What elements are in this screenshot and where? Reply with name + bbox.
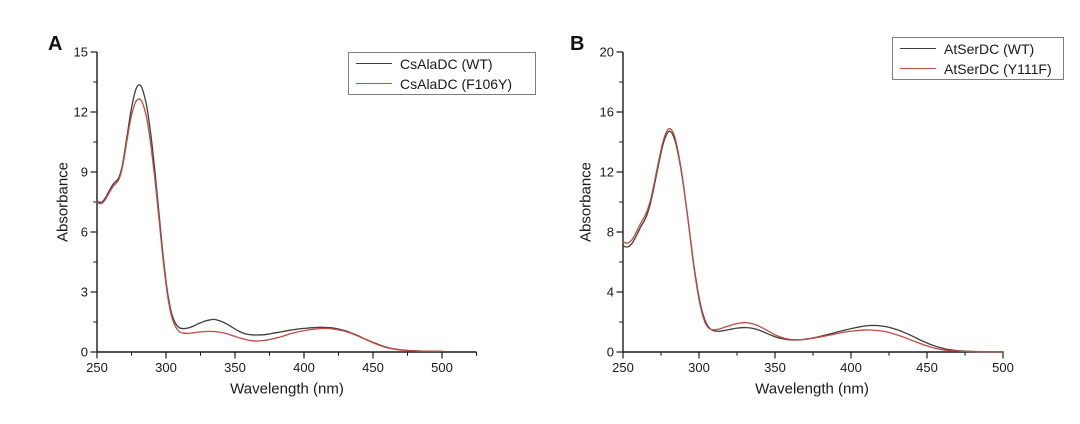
panel-b: 250 300 350 400 450 500 0 4 8 12 16 20 B Absorbance…	[540, 0, 1080, 424]
legend-label: CsAlaDC (F106Y)	[400, 75, 513, 92]
legend-row: AtSerDC (WT)	[893, 39, 1063, 59]
legend-row: CsAlaDC (F106Y)	[349, 74, 535, 94]
x-tick-label: 300	[155, 360, 177, 375]
x-tick-label: 450	[916, 360, 938, 375]
line-swatch-black	[356, 63, 392, 64]
y-tick-label: 4	[607, 285, 614, 300]
y-tick-label: 12	[74, 105, 88, 120]
x-tick-label: 250	[612, 360, 634, 375]
panel-b-y-axis-title: Absorbance	[577, 161, 595, 243]
panel-b-x-axis-title: Wavelength (nm)	[755, 380, 869, 398]
line-swatch-red	[900, 68, 936, 69]
panel-a-letter: A	[48, 33, 63, 55]
series-curve-0	[622, 130, 1004, 353]
y-tick-label: 0	[81, 345, 88, 360]
panel-b-letter: B	[570, 33, 585, 55]
x-tick-label: 350	[764, 360, 786, 375]
x-tick-label: 250	[86, 360, 108, 375]
legend-label: AtSerDC (Y111F)	[944, 60, 1052, 77]
panel-a-y-axis-title: Absorbance	[54, 161, 72, 243]
legend-label: CsAlaDC (WT)	[400, 55, 493, 72]
panel-a-x-axis-title: Wavelength (nm)	[230, 380, 344, 398]
panel-a: 250 300 350 400 450 500 0 3 6 9 12 15 A Absorbance …	[48, 33, 536, 398]
panel-b-legend: AtSerDC (WT) AtSerDC (Y111F)	[892, 37, 1064, 80]
y-tick-label: 3	[81, 285, 88, 300]
x-tick-label: 350	[224, 360, 246, 375]
line-swatch-black	[900, 48, 936, 49]
line-swatch-red	[356, 83, 392, 84]
series-curve-1	[96, 98, 443, 352]
y-tick-label: 20	[600, 45, 614, 60]
panel-a-plot-svg: 250 300 350 400 450 500 0 3 6 9 12 15	[74, 45, 477, 375]
x-tick-label: 400	[293, 360, 315, 375]
y-tick-label: 16	[600, 105, 614, 120]
y-tick-label: 12	[600, 165, 614, 180]
x-tick-label: 450	[362, 360, 384, 375]
series-curve-0	[96, 84, 443, 352]
legend-row: AtSerDC (Y111F)	[893, 59, 1063, 79]
y-tick-label: 9	[81, 165, 88, 180]
legend-label: AtSerDC (WT)	[944, 40, 1035, 57]
x-tick-label: 300	[688, 360, 710, 375]
legend-row: CsAlaDC (WT)	[349, 54, 535, 74]
series-curve-1	[622, 127, 1004, 353]
x-tick-label: 500	[431, 360, 453, 375]
x-tick-label: 400	[840, 360, 862, 375]
y-tick-label: 0	[607, 345, 614, 360]
y-tick-label: 6	[81, 225, 88, 240]
y-tick-label: 8	[607, 225, 614, 240]
panel-a-legend: CsAlaDC (WT) CsAlaDC (F106Y)	[348, 52, 536, 95]
panel-b-plot-svg: 250 300 350 400 450 500 0 4 8 12 16 20	[600, 45, 1014, 376]
x-tick-label: 500	[992, 360, 1014, 375]
y-tick-label: 15	[74, 45, 88, 60]
